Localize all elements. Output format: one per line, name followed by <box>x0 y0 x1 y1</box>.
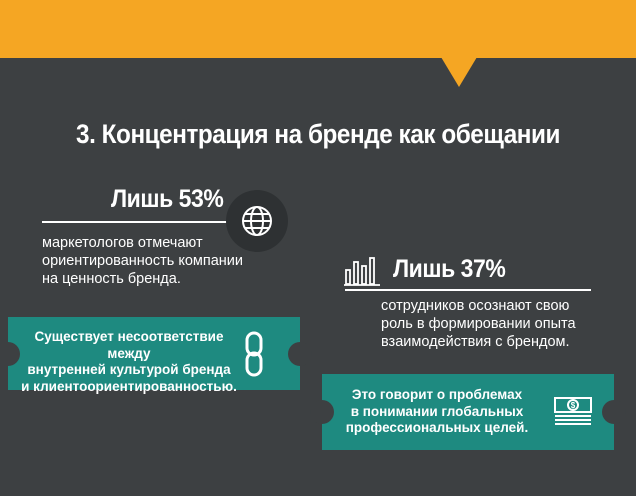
ticket1-line: внутренней культурой бренда <box>27 362 231 377</box>
top-band-pointer <box>441 57 477 87</box>
ticket1-line: и клиентоориентированностью. <box>21 378 237 394</box>
money-symbol: $ <box>571 401 576 410</box>
stat2-desc-line: роль в формировании опыта <box>381 316 576 332</box>
chain-link-icon <box>245 331 263 377</box>
ticket1-line: Существует несоответствие между <box>34 329 224 361</box>
stat2-description: сотрудников осознают свою роль в формиро… <box>381 297 596 351</box>
stat1-title: Лишь 53% <box>111 185 224 213</box>
ticket2-line: Это говорит о проблемах <box>351 387 523 402</box>
ticket2-banner: Это говорит о проблемах в понимании глоб… <box>310 374 626 450</box>
stat2-desc-line: взаимодействия с брендом. <box>381 334 570 350</box>
top-orange-band <box>0 0 636 58</box>
ticket2-text: Это говорит о проблемах в понимании глоб… <box>338 387 536 437</box>
stat1-desc-line: на ценность бренда. <box>42 271 181 287</box>
stat1-desc-line: ориентированность компании <box>42 253 243 269</box>
stat1-desc-line: маркетологов отмечают <box>42 235 203 251</box>
ticket2-line: в понимании глобальных <box>350 403 524 419</box>
ticket1-banner: Существует несоответствие между внутренн… <box>0 317 312 394</box>
ticket1-notch-left <box>0 341 20 366</box>
stat2-title: Лишь 37% <box>393 255 506 283</box>
stat2-rule <box>345 289 591 291</box>
ticket2-notch-left <box>310 400 334 424</box>
globe-icon <box>242 206 272 236</box>
ticket1-notch-right <box>288 341 312 366</box>
bar-chart-icon <box>344 257 380 286</box>
ticket2-line: профессиональных целей. <box>345 420 529 435</box>
ticket1-text: Существует несоответствие между внутренн… <box>18 329 240 395</box>
page-title: 3. Концентрация на бренде как обещании <box>76 119 560 149</box>
globe-icon-circle <box>226 190 288 252</box>
ticket2-notch-right <box>602 400 626 424</box>
stat1-description: маркетологов отмечают ориентированность … <box>42 234 272 288</box>
stat1-rule <box>42 221 242 223</box>
money-icon: $ <box>554 397 592 425</box>
stat2-desc-line: сотрудников осознают свою <box>381 298 570 314</box>
